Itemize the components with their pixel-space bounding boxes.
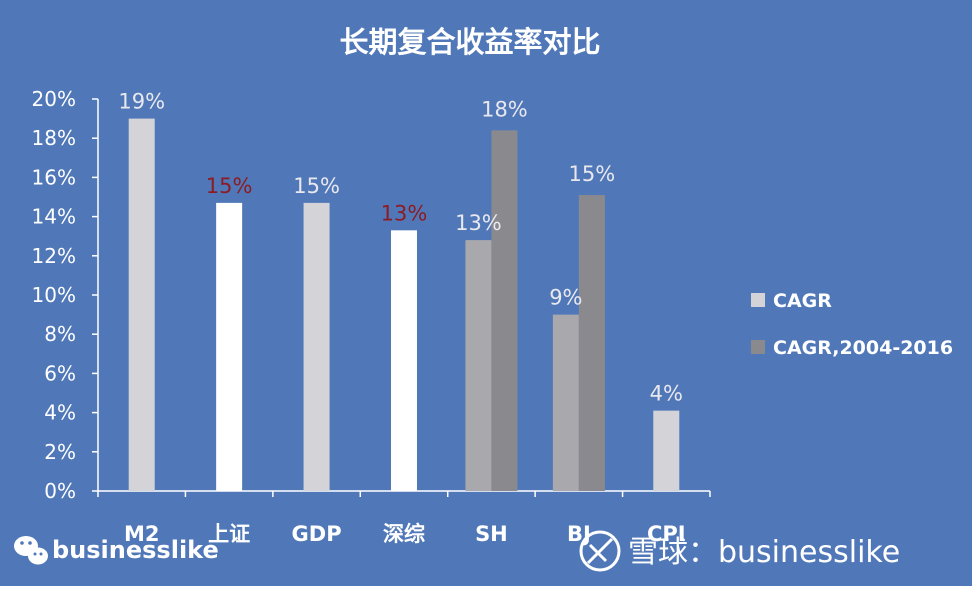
legend-label-1: CAGR,2004-2016 <box>773 337 953 359</box>
watermark-left: businesslike <box>14 536 219 565</box>
bar-cagr-4 <box>465 240 492 491</box>
bar-cagr-0 <box>128 118 155 491</box>
y-tick-label: 4% <box>44 401 76 425</box>
x-tick-label: BJ <box>567 522 591 546</box>
y-tick-label: 10% <box>32 283 76 307</box>
data-label-cagr-5: 9% <box>549 286 582 310</box>
data-label-cagr-6: 4% <box>650 382 683 406</box>
bar-cagr-6 <box>653 410 680 491</box>
data-label-cagr-2004-2016-5: 15% <box>569 162 616 186</box>
legend-swatch-0 <box>751 293 765 307</box>
data-label-cagr-3: 13% <box>381 201 428 225</box>
y-tick-label: 14% <box>32 205 76 229</box>
legend-swatch-1 <box>751 340 765 354</box>
bar-cagr-5 <box>552 314 579 491</box>
x-axis: M2 上证 GDP 深综 SH BJ CPI <box>97 490 711 546</box>
y-tick-label: 16% <box>32 165 76 189</box>
x-tick-label: SH <box>475 522 508 546</box>
wechat-icon <box>14 536 48 565</box>
watermark-left-text: businesslike <box>52 536 219 564</box>
bar-cagr-1 <box>216 202 243 491</box>
data-label-cagr-4: 13% <box>455 211 502 235</box>
y-tick-label: 12% <box>32 244 76 268</box>
data-label-cagr-1: 15% <box>206 174 253 198</box>
watermark-right-text: 雪球：businesslike <box>628 535 900 570</box>
y-tick-label: 0% <box>44 479 76 503</box>
y-tick-label: 6% <box>44 361 76 385</box>
bar-cagr-3 <box>391 230 417 491</box>
data-label-cagr-0: 19% <box>118 90 165 114</box>
data-labels: 19% 15% 15% 13% 13% 18% 9% 15% 4% <box>118 90 683 406</box>
xueqiu-logo-icon <box>579 530 621 572</box>
bar-cagr-2004-2016-4 <box>491 130 518 492</box>
x-tick-label: CPI <box>647 522 686 546</box>
bar-cagr-2004-2016-5 <box>578 195 605 492</box>
data-label-cagr-2: 15% <box>293 174 340 198</box>
y-axis: 0% 2% 4% 6% 8% 10% 12% 14% 16% 18% 20% <box>32 87 99 503</box>
watermark-right: 雪球：businesslike <box>579 530 900 572</box>
bar-cagr-2 <box>303 202 330 491</box>
x-tick-label: 深综 <box>383 522 425 546</box>
x-tick-label: M2 <box>124 522 160 546</box>
chart-title: 长期复合收益率对比 <box>339 25 600 59</box>
legend: CAGR CAGR,2004-2016 <box>751 290 953 359</box>
data-label-cagr-2004-2016-4: 18% <box>481 97 528 121</box>
x-tick-label: GDP <box>292 522 342 546</box>
legend-label-0: CAGR <box>773 290 832 312</box>
y-tick-label: 18% <box>32 126 76 150</box>
y-tick-label: 2% <box>44 440 76 464</box>
y-tick-label: 20% <box>32 87 76 111</box>
bars <box>128 118 680 492</box>
y-tick-label: 8% <box>44 322 76 346</box>
x-tick-label: 上证 <box>208 522 250 546</box>
